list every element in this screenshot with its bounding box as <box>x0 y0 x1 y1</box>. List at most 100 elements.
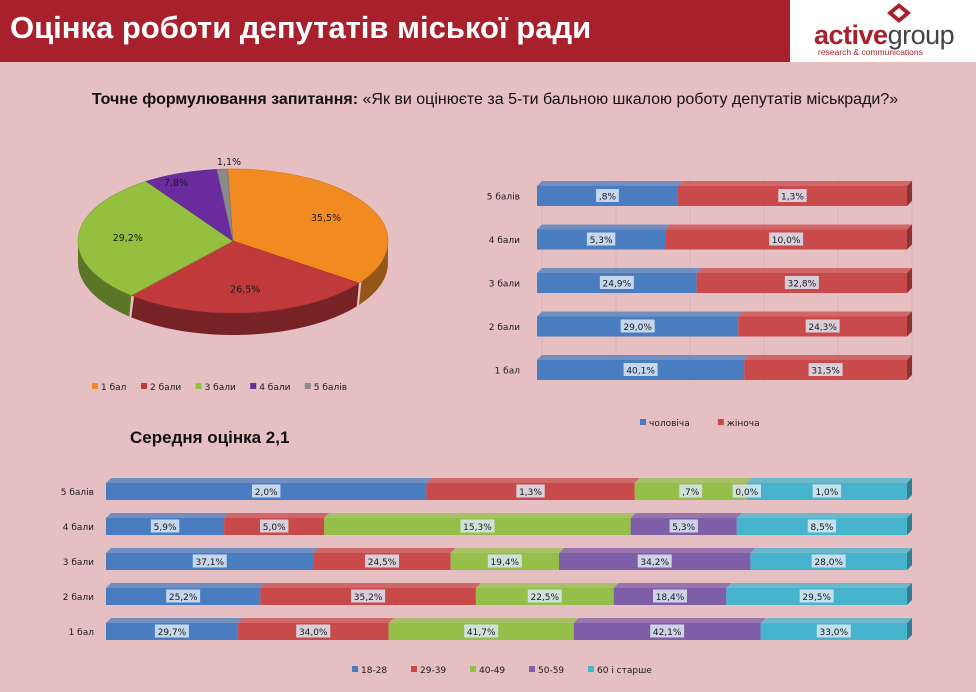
pie-legend-swatch-2 <box>195 383 202 389</box>
age-value-1-4: 8,5% <box>810 523 833 533</box>
gender-chart: 5 балів ,8% 1,3% 4 бали 5,3% 10,0% 3 бали 24,9%… <box>487 178 913 382</box>
pie-slice-1 бал <box>227 168 389 284</box>
page-title: Оцінка роботи депутатів міської ради <box>10 10 592 45</box>
age-end-4 <box>907 618 912 640</box>
gender-legend-label-0: чоловіча <box>649 419 690 429</box>
age-value-0-1-bg <box>516 484 545 498</box>
age-value-3-1: 35,2% <box>354 593 383 603</box>
logo-wordmark: activegroup <box>814 20 955 51</box>
gender-cat-3: 2 бали <box>489 323 520 333</box>
age-value-0-1: 1,3% <box>519 488 542 498</box>
gender-value-1-1: 10,0% <box>772 236 801 246</box>
age-top-0-0 <box>106 478 432 483</box>
age-value-1-1: 5,0% <box>263 523 286 533</box>
age-top-1-2 <box>324 513 636 518</box>
logo-diamond-icon <box>887 3 911 23</box>
age-value-4-2: 41,7% <box>467 628 496 638</box>
pie-side-0 <box>358 241 388 305</box>
age-value-3-1-bg <box>351 589 386 603</box>
gender-end-3 <box>907 311 912 337</box>
gender-legend-swatch-0 <box>640 419 646 425</box>
pie-legend-swatch-1 <box>141 383 147 389</box>
question: Точне формулювання запитання: «Як ви оці… <box>70 90 920 110</box>
gender-value-2-1-bg <box>784 276 819 289</box>
age-value-0-2: ,7% <box>682 488 700 498</box>
age-value-1-2: 15,3% <box>463 523 492 533</box>
age-top-1-4 <box>736 513 912 518</box>
gender-top-3-1 <box>738 311 912 317</box>
age-value-2-4-bg <box>811 554 846 568</box>
age-value-4-3: 42,1% <box>653 628 682 638</box>
age-value-2-0-bg <box>192 554 227 568</box>
age-end-1 <box>907 513 912 535</box>
age-value-0-2-bg <box>679 484 703 498</box>
age-cat-3: 2 бали <box>63 593 94 603</box>
age-value-2-4: 28,0% <box>814 558 843 568</box>
gender-top-2-0 <box>537 268 702 273</box>
age-value-1-2-bg <box>460 519 495 533</box>
age-end-0 <box>907 478 912 500</box>
age-value-1-1-bg <box>260 519 289 533</box>
age-value-0-3-bg <box>732 484 761 498</box>
age-legend-swatch-4 <box>588 666 594 672</box>
gender-value-3-0-bg <box>620 319 655 333</box>
age-value-1-3-bg <box>669 519 698 533</box>
pie-label-1: 26,5% <box>230 285 260 296</box>
gender-legend: чоловіча жіноча <box>640 419 760 429</box>
gender-top-1-0 <box>537 224 671 230</box>
age-value-3-4: 29,5% <box>802 593 831 603</box>
age-top-4-4 <box>760 618 912 623</box>
gender-end-2 <box>907 268 912 293</box>
gender-cat-0: 5 балів <box>487 193 520 203</box>
age-value-4-2-bg <box>464 624 499 638</box>
gender-legend-swatch-1 <box>717 419 724 425</box>
gender-value-0-0: ,8% <box>599 193 617 203</box>
gender-value-1-1-bg <box>769 232 804 246</box>
age-top-2-1 <box>313 548 456 553</box>
age-top-2-2 <box>450 548 565 553</box>
pie-label-3: 7,8% <box>164 178 188 189</box>
age-value-3-2-bg <box>527 589 562 603</box>
gender-end-0 <box>907 181 912 206</box>
pie-legend-label-3: 4 бали <box>259 383 290 393</box>
gender-value-1-0-bg <box>586 232 616 246</box>
age-end-2 <box>907 548 912 570</box>
pie-legend-swatch-3 <box>250 383 257 389</box>
logo-word-group: group <box>887 20 955 50</box>
age-value-4-1: 34,0% <box>299 628 328 638</box>
pie-slice-3 бали <box>77 180 234 296</box>
age-legend-label-0: 18-28 <box>361 666 387 676</box>
pie-legend-label-0: 1 бал <box>101 383 126 393</box>
age-legend-label-2: 40-49 <box>479 666 505 676</box>
age-legend-label-1: 29-39 <box>420 666 446 676</box>
age-legend-swatch-1 <box>411 666 417 672</box>
age-value-0-0: 2,0% <box>255 488 278 498</box>
gender-end-1 <box>907 224 912 250</box>
question-label: Точне формулювання запитання: <box>91 91 359 108</box>
age-value-0-3: 0,0% <box>735 488 758 498</box>
gender-value-1-0: 5,3% <box>590 236 613 246</box>
age-top-3-1 <box>260 583 481 588</box>
gender-top-3-0 <box>537 311 744 317</box>
age-value-2-1-bg <box>365 554 400 568</box>
age-top-3-0 <box>106 583 266 588</box>
gender-value-4-0-bg <box>623 363 658 376</box>
gender-top-2-1 <box>696 268 912 273</box>
age-top-3-4 <box>726 583 912 588</box>
logo-word-active: active <box>814 20 888 50</box>
age-top-1-3 <box>630 513 742 518</box>
pie-slice-2 бали <box>130 240 360 314</box>
gender-top-4-1 <box>744 355 912 360</box>
gender-end-4 <box>907 355 912 380</box>
pie-chart: 35,5% 26,5% 29,2% 7,8% 1,1% <box>77 157 389 335</box>
pie-legend-swatch-4 <box>304 383 311 389</box>
gender-top-1-1 <box>665 224 912 230</box>
age-value-0-0-bg <box>252 484 281 498</box>
logo-tagline: research & communications <box>818 47 923 57</box>
gender-cat-1: 4 бали <box>489 236 520 246</box>
age-legend-swatch-0 <box>352 666 358 672</box>
age-value-2-2: 19,4% <box>491 558 520 568</box>
age-value-1-0: 5,9% <box>154 523 177 533</box>
age-value-3-3-bg <box>653 589 688 603</box>
pie-label-4: 1,1% <box>217 157 241 168</box>
